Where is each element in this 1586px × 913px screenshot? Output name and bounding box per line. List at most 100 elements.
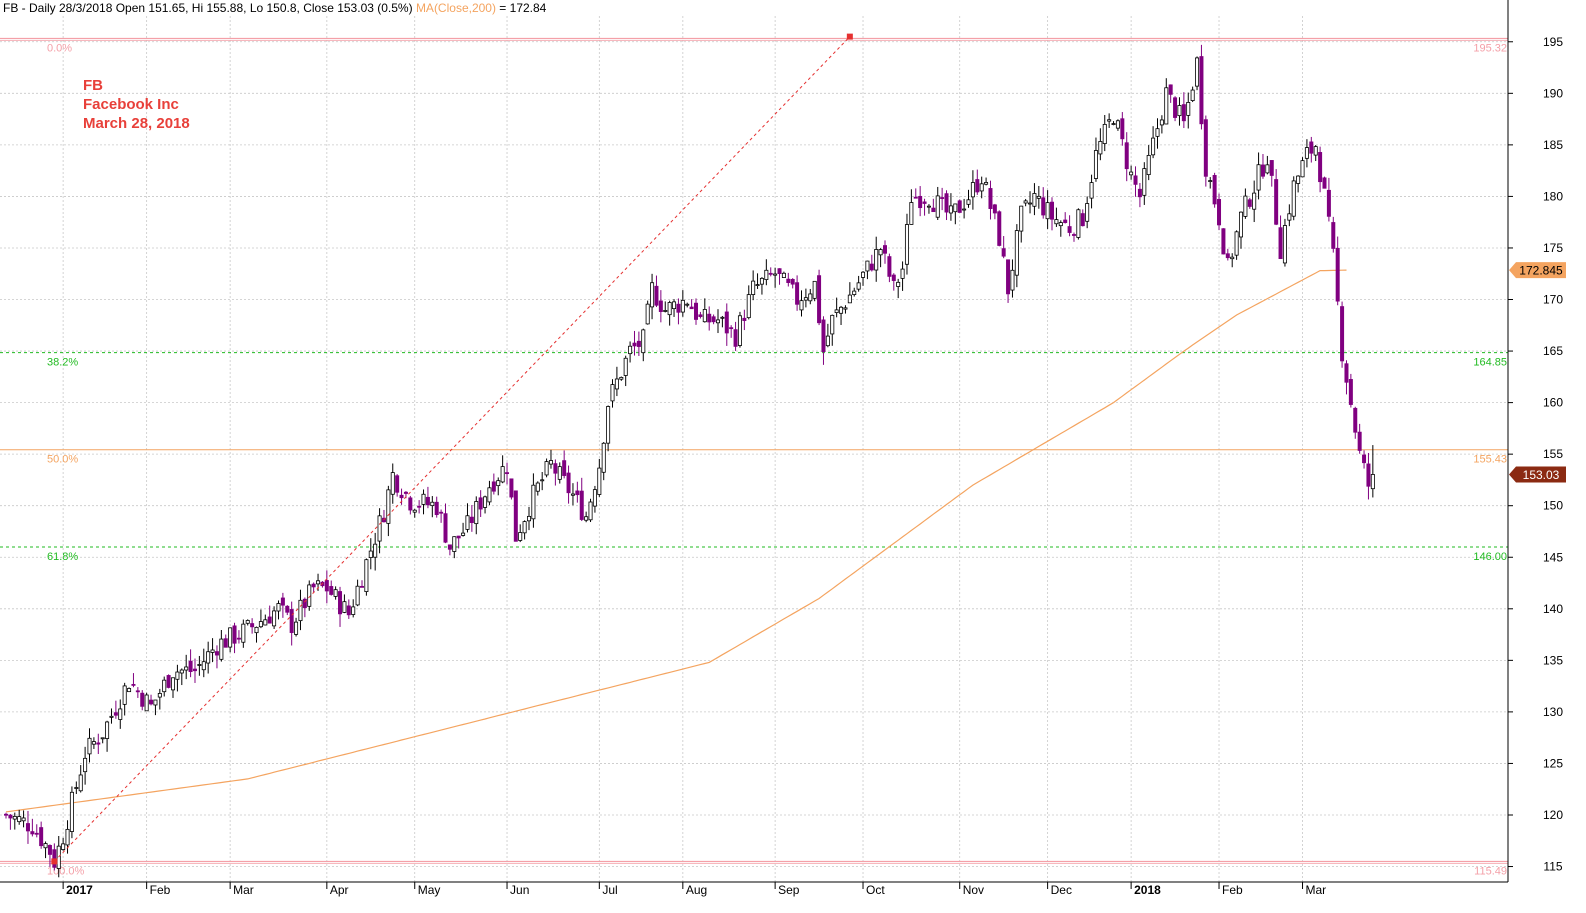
candle-body (724, 311, 729, 334)
candle-body (610, 384, 615, 402)
candle-body (746, 294, 751, 319)
candle-body (390, 472, 395, 495)
candle-body (904, 224, 909, 265)
candle-body (1195, 57, 1200, 87)
candle-body (329, 586, 334, 595)
candle-body (65, 828, 70, 846)
candle-body (1050, 201, 1055, 220)
candle-body (179, 669, 184, 674)
candle-body (997, 211, 1002, 246)
candle-body (817, 275, 822, 324)
candle-body (562, 460, 567, 476)
candle-body (267, 616, 272, 624)
candle-body (1164, 87, 1169, 125)
x-tick-label: Mar (1306, 883, 1327, 897)
candle-body (628, 345, 633, 355)
candle-body (509, 478, 514, 498)
candle-body (1014, 230, 1019, 276)
candle-body (214, 651, 219, 656)
moving-average-layer (5, 269, 1347, 813)
candle-body (127, 688, 132, 693)
y-tick-label: 190 (1543, 86, 1563, 100)
candle-body (1234, 231, 1239, 256)
candle-body (109, 715, 114, 718)
candle-body (228, 627, 233, 648)
candle-body (909, 202, 914, 225)
candle-body (1001, 248, 1006, 257)
fibonacci-layer: 0.0% 195.32 38.2% 164.85 50.0% 155.43 61.8% 146… (0, 37, 1508, 877)
y-tick-label: 195 (1543, 35, 1563, 49)
candle-body (1019, 205, 1024, 232)
candle-body (1247, 199, 1252, 207)
x-tick-label: 2018 (1134, 883, 1161, 897)
candle-body (970, 182, 975, 198)
ma200-line (5, 269, 1347, 813)
candle-body (1124, 142, 1129, 170)
candle-body (474, 501, 479, 525)
candle-body (518, 532, 523, 541)
candle-body (821, 319, 826, 353)
x-tick-label: Jun (510, 883, 529, 897)
company-label: Facebook Inc (83, 96, 179, 113)
candle-body (588, 501, 593, 521)
candle-body (522, 521, 527, 534)
candle-body (100, 737, 105, 740)
candle-body (17, 816, 22, 823)
x-tick-label: Jul (602, 883, 617, 897)
candle-body (861, 271, 866, 278)
candle-body (883, 245, 888, 254)
candle-body (113, 712, 118, 716)
header-ma-value: = 172.84 (495, 1, 547, 15)
candle-body (755, 284, 760, 287)
candle-body (355, 585, 360, 606)
candle-body (298, 599, 303, 622)
candle-body (47, 845, 52, 855)
candle-body (403, 491, 408, 494)
candle-body (25, 823, 30, 832)
candle-body (1137, 188, 1142, 198)
candle-body (21, 817, 26, 822)
candle-body (1023, 200, 1028, 204)
candle-body (694, 302, 699, 320)
candle-body (1111, 123, 1116, 125)
candle-body (803, 297, 808, 301)
ma200-price-tag-text: 172.845 (1519, 264, 1563, 278)
candle-body (478, 497, 483, 510)
chart-header: FB - Daily 28/3/2018 Open 151.65, Hi 155… (3, 1, 546, 15)
candle-body (737, 315, 742, 346)
candle-body (953, 203, 958, 213)
candle-body (1260, 164, 1265, 177)
candle-body (69, 791, 74, 832)
candle-body (768, 272, 773, 275)
trendline-start-marker (51, 858, 58, 865)
candle-body (439, 511, 444, 514)
candle-body (395, 475, 400, 493)
candle-body (8, 814, 13, 819)
candle-body (733, 329, 738, 347)
candle-body (781, 272, 786, 278)
candle-body (417, 505, 422, 508)
candle-body (579, 490, 584, 520)
candle-body (254, 626, 259, 634)
candle-body (96, 742, 101, 745)
candle-body (368, 550, 373, 558)
candle-body (377, 515, 382, 542)
candle-body (4, 813, 9, 816)
candle-body (1230, 256, 1235, 260)
candle-body (351, 606, 356, 615)
y-tick-label: 160 (1543, 396, 1563, 410)
candle-body (302, 598, 307, 609)
candle-body (834, 309, 839, 314)
candle-body (461, 532, 466, 536)
candle-body (78, 774, 83, 792)
candle-body (171, 677, 176, 691)
grid-layer (0, 16, 1508, 882)
candle-body (1054, 219, 1059, 225)
fib-value-label: 146.00 (1473, 551, 1507, 563)
candle-body (487, 487, 492, 503)
y-tick-label: 125 (1543, 756, 1563, 770)
candle-body (1063, 219, 1068, 224)
candle-body (931, 207, 936, 213)
candle-body (1265, 164, 1270, 174)
candle-body (1296, 175, 1301, 184)
